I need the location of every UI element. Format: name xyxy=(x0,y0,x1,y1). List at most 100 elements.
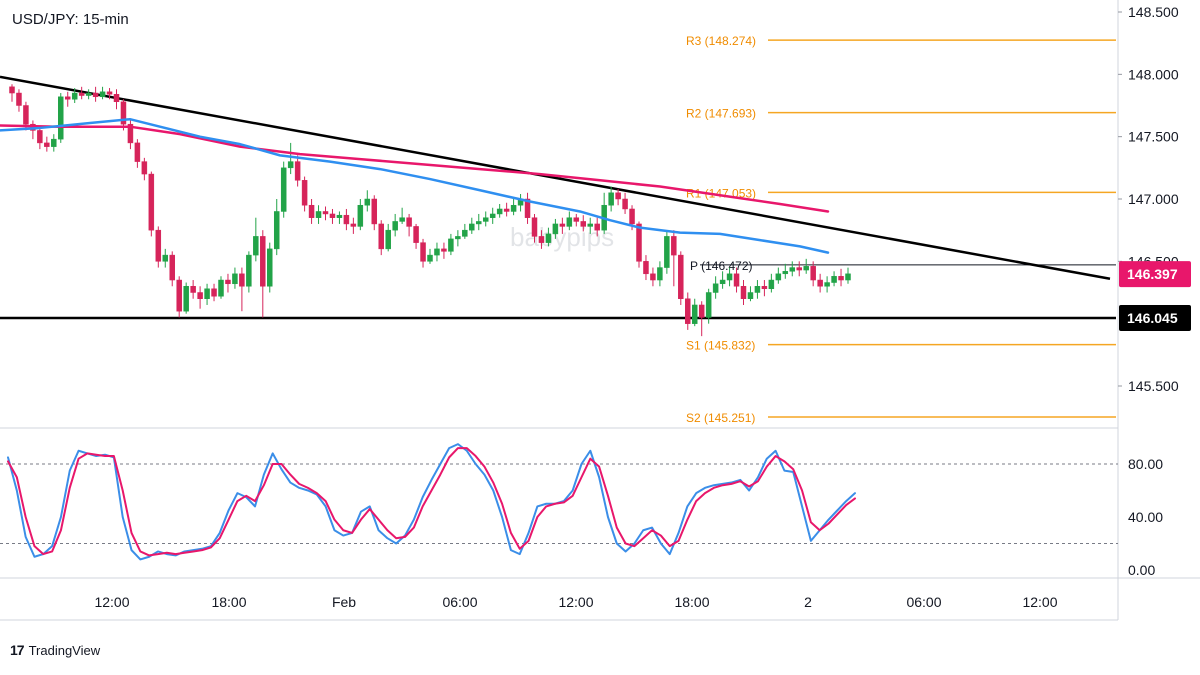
candle-up xyxy=(775,273,782,281)
candle-down xyxy=(573,217,580,222)
candle-down xyxy=(225,279,231,285)
candle-up xyxy=(385,229,391,250)
candle-up xyxy=(803,266,809,271)
chart-title: USD/JPY: 15-min xyxy=(12,11,129,28)
candle-up xyxy=(754,286,761,293)
candle-down xyxy=(44,142,50,147)
time-tick-label: 06:00 xyxy=(906,594,941,610)
time-tick-label: 18:00 xyxy=(674,594,709,610)
time-tick-label: 2 xyxy=(804,594,812,610)
candle-down xyxy=(838,276,844,281)
candle-up xyxy=(183,286,189,312)
candle-up xyxy=(476,221,482,225)
candle-down xyxy=(308,204,315,218)
candle-down xyxy=(141,161,148,175)
tradingview-mark-icon: 17 xyxy=(10,642,25,658)
candle-down xyxy=(197,292,203,299)
candle-up xyxy=(162,254,169,262)
candle-up xyxy=(455,236,461,240)
candle-down xyxy=(322,211,329,215)
candle-down xyxy=(148,173,155,231)
ema-slow-line xyxy=(0,124,830,213)
last-price-tag-bg xyxy=(1119,261,1191,288)
candle-up xyxy=(489,213,496,218)
support-price-tag-bg xyxy=(1119,305,1191,332)
candle-down xyxy=(650,273,656,281)
candle-up xyxy=(434,248,440,256)
candle-up xyxy=(719,279,726,285)
candle-up xyxy=(768,279,775,290)
candle-down xyxy=(636,223,642,262)
candle-down xyxy=(413,226,419,243)
candle-up xyxy=(608,192,614,206)
candle-up xyxy=(789,267,796,272)
candle-up xyxy=(831,276,837,283)
time-tick-label: Feb xyxy=(332,594,356,610)
stochastic-axis: 80.00 40.00 0.00 xyxy=(1128,456,1163,578)
candle-up xyxy=(448,238,454,252)
candle-up xyxy=(462,229,468,237)
pivot-label-s1: S1 (145.832) xyxy=(686,339,755,353)
pivot-label-p: P (146.472) xyxy=(690,259,753,273)
candle-up xyxy=(357,204,364,227)
candle-down xyxy=(78,92,85,96)
candle-up xyxy=(469,223,475,231)
candle-down xyxy=(817,279,823,287)
candle-down xyxy=(127,123,134,144)
candle-down xyxy=(329,213,336,218)
candle-up xyxy=(280,167,287,212)
candle-down xyxy=(531,217,538,237)
candle-down xyxy=(629,208,635,225)
candle-up xyxy=(232,273,238,285)
candle-up xyxy=(273,211,280,250)
price-tick-label: 148.000 xyxy=(1128,66,1179,82)
ema-fast-line xyxy=(0,117,830,254)
candle-up xyxy=(253,236,259,256)
candles xyxy=(9,84,851,337)
last-price-tag-text: 146.397 xyxy=(1127,266,1178,282)
time-tick-label: 12:00 xyxy=(558,594,593,610)
candle-down xyxy=(503,208,510,212)
candle-up xyxy=(705,292,712,318)
candle-down xyxy=(371,198,378,225)
candle-down xyxy=(190,286,196,293)
candle-down xyxy=(615,192,621,200)
pivot-label-r3: R3 (148.274) xyxy=(686,34,756,48)
candle-down xyxy=(9,86,15,94)
time-tick-label: 12:00 xyxy=(1022,594,1057,610)
candle-down xyxy=(120,101,127,125)
candle-down xyxy=(23,105,29,125)
candle-up xyxy=(58,96,64,140)
price-labels: 146.397 146.045 xyxy=(1119,261,1191,332)
candle-up xyxy=(845,273,851,281)
candle-up xyxy=(99,91,106,98)
candle-up xyxy=(782,271,789,275)
candle-up xyxy=(657,267,663,281)
candle-up xyxy=(336,214,343,218)
candle-down xyxy=(622,198,628,210)
pivot-label-r2: R2 (147.693) xyxy=(686,107,756,121)
candle-up xyxy=(364,198,371,206)
candle-up xyxy=(545,233,552,243)
candle-down xyxy=(239,273,245,287)
time-tick-label: 12:00 xyxy=(94,594,129,610)
price-tick-label: 145.500 xyxy=(1128,378,1179,394)
stochastic-tick-label: 80.00 xyxy=(1128,456,1163,472)
candle-down xyxy=(524,198,531,218)
price-tick-label: 147.000 xyxy=(1128,191,1179,207)
descending-trendline xyxy=(0,75,1111,281)
candle-up xyxy=(392,221,398,231)
candle-down xyxy=(441,248,447,252)
candle-down xyxy=(113,94,120,103)
moving-averages xyxy=(0,117,830,254)
tradingview-logo[interactable]: 17 TradingView xyxy=(10,640,100,660)
candle-up xyxy=(552,223,559,235)
candle-down xyxy=(64,96,71,100)
candle-up xyxy=(587,223,593,227)
support-price-tag-text: 146.045 xyxy=(1127,310,1178,326)
candle-down xyxy=(406,217,412,227)
time-axis: 12:00 18:00 Feb 06:00 12:00 18:00 2 06:00 12:00 xyxy=(94,594,1057,610)
stochastic-k-line xyxy=(7,443,856,561)
time-tick-label: 18:00 xyxy=(211,594,246,610)
